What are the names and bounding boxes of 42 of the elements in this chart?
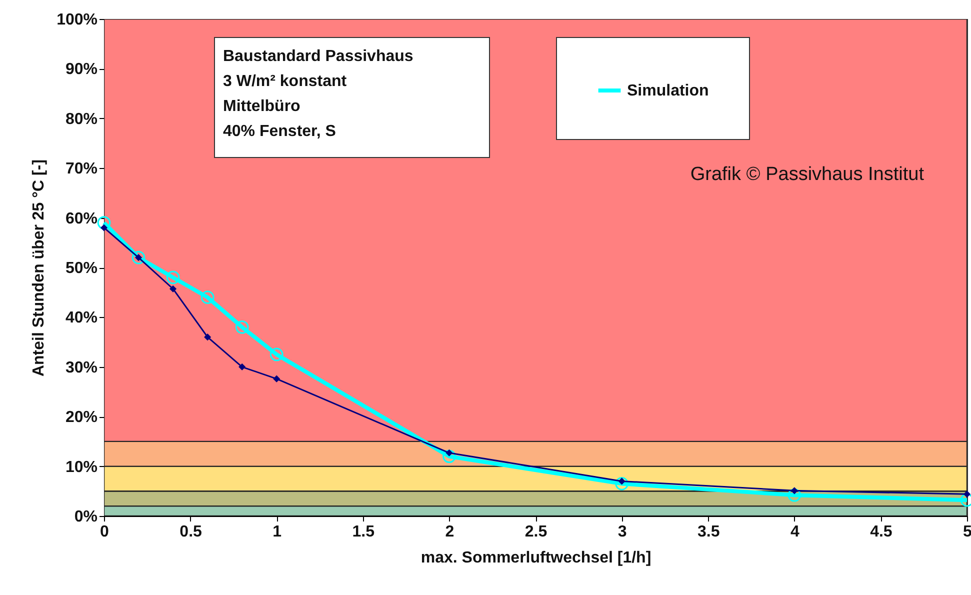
y-tick-label: 80% bbox=[65, 110, 98, 128]
y-tick-label: 100% bbox=[56, 12, 98, 28]
point bbox=[97, 216, 111, 230]
y-tick-label: 50% bbox=[65, 260, 98, 277]
x-tick-label: 3 bbox=[618, 524, 627, 540]
x-tick-label: 2 bbox=[445, 524, 454, 540]
point bbox=[963, 490, 971, 498]
annotation: Grafik © Passivhaus Institut bbox=[690, 164, 925, 185]
point bbox=[200, 290, 214, 304]
x-tick-label: 2.5 bbox=[524, 524, 548, 540]
point bbox=[238, 363, 246, 370]
y-tick-label: 30% bbox=[65, 359, 98, 376]
y-tick-label: 10% bbox=[65, 458, 98, 476]
point bbox=[790, 487, 798, 494]
y-tick-label: 0% bbox=[74, 508, 98, 526]
y-tick-label: 20% bbox=[65, 409, 98, 426]
x-tick-label: 1 bbox=[272, 524, 282, 540]
y-axis-title: Anteil Stunden über 25 °C [-] bbox=[30, 159, 48, 377]
x-axis-title: max. Sommerluftwechsel [1/h] bbox=[420, 550, 652, 566]
point bbox=[170, 285, 177, 292]
x-tick-label: 4 bbox=[790, 524, 800, 540]
y-tick-label: 40% bbox=[65, 310, 98, 327]
point bbox=[270, 348, 284, 362]
point bbox=[132, 250, 146, 264]
x-tick-label: 3.5 bbox=[697, 524, 720, 540]
legend-label: Simulation bbox=[627, 82, 709, 100]
point bbox=[100, 224, 108, 232]
point bbox=[273, 375, 280, 382]
x-tick-label: 4.5 bbox=[870, 524, 892, 540]
x-tick-label: 0 bbox=[100, 524, 110, 540]
point bbox=[788, 488, 802, 502]
x-tick-label: 0.5 bbox=[180, 524, 202, 540]
point bbox=[615, 477, 628, 490]
point bbox=[442, 450, 456, 464]
y-tick-label: 60% bbox=[65, 210, 98, 228]
y-tick-label: 70% bbox=[65, 160, 98, 178]
note-box: Baustandard Passivhaus 3 W/m² konstant Mittelbüro 40% Fenster, S bbox=[214, 37, 490, 158]
point bbox=[166, 270, 180, 284]
y-tick-label: 90% bbox=[65, 61, 98, 78]
x-tick-label: 1.5 bbox=[352, 524, 375, 540]
point bbox=[204, 334, 212, 341]
point bbox=[235, 320, 249, 334]
